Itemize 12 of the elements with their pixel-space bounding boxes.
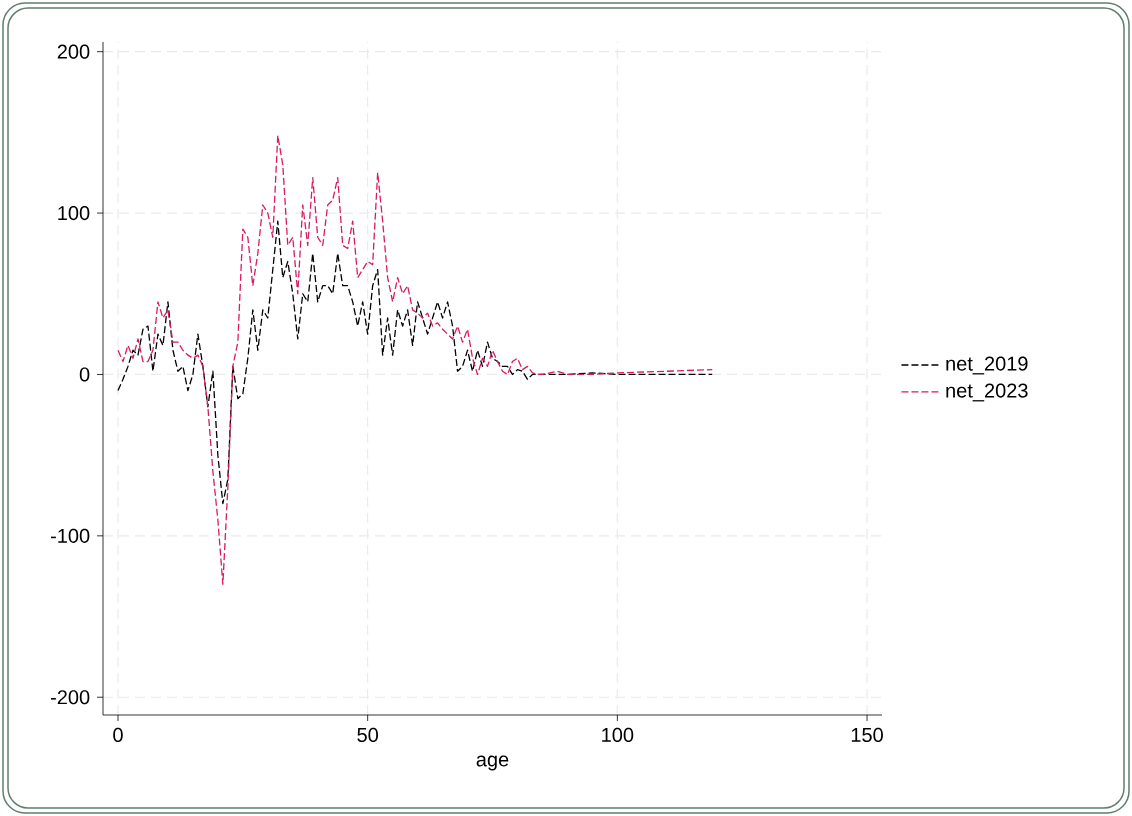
y-tick-label: -200 [51, 690, 90, 705]
x-tick-label: 100 [602, 727, 634, 743]
x-tick-label: 150 [851, 727, 883, 743]
legend-label: net_2023 [946, 383, 1028, 402]
y-tick-label: 0 [79, 367, 90, 382]
x-tick-label: 50 [357, 727, 378, 743]
y-tick-label: 200 [57, 44, 90, 59]
legend-label: net_2019 [946, 356, 1028, 375]
y-tick-label: -100 [51, 528, 90, 543]
x-tick-label: 0 [113, 727, 123, 743]
y-tick-label: 100 [58, 205, 90, 221]
x-axis-title: age [476, 755, 509, 771]
